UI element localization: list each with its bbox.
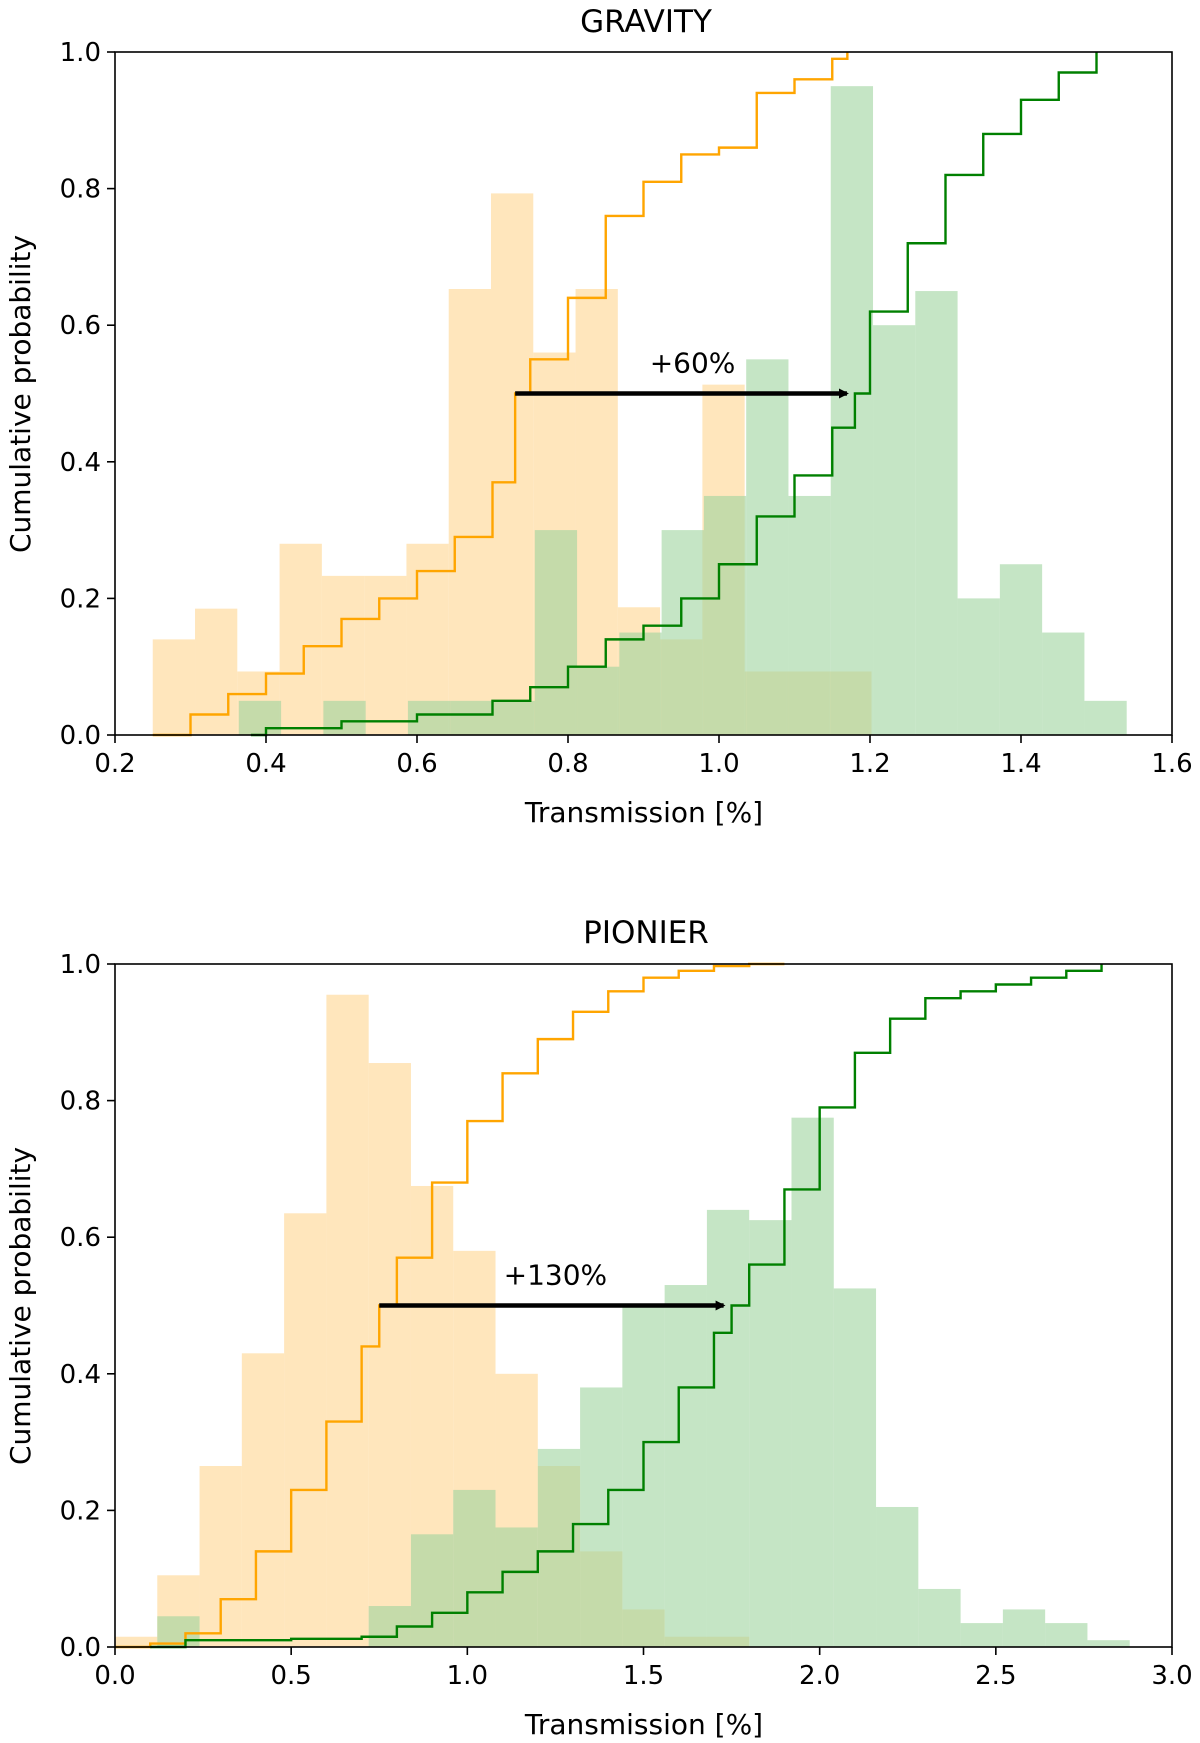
green-histogram-bar bbox=[706, 1209, 750, 1647]
green-histogram-bar bbox=[1042, 632, 1085, 735]
green-histogram-bar bbox=[410, 1534, 454, 1647]
x-tick-label: 0.5 bbox=[270, 1661, 311, 1691]
green-histogram-bar bbox=[703, 495, 747, 735]
orange-histogram-bar bbox=[368, 1063, 411, 1647]
green-histogram-bar bbox=[1087, 1640, 1130, 1647]
x-tick-label: 1.0 bbox=[447, 1661, 488, 1691]
green-histogram-bar bbox=[915, 291, 958, 735]
chart-title: GRAVITY bbox=[580, 4, 712, 40]
green-histogram-bar bbox=[1045, 1623, 1088, 1647]
orange-histogram-bar bbox=[448, 289, 491, 735]
x-tick-label: 1.2 bbox=[849, 749, 890, 779]
x-tick-label: 2.5 bbox=[975, 1661, 1016, 1691]
green-histogram-bar bbox=[833, 1288, 877, 1647]
green-histogram-bar bbox=[746, 359, 789, 735]
orange-histogram-bar bbox=[364, 575, 407, 735]
green-histogram-bar bbox=[619, 632, 662, 735]
green-histogram-bar bbox=[918, 1588, 961, 1647]
orange-histogram-bar bbox=[326, 994, 369, 1647]
y-tick-label: 0.8 bbox=[60, 1087, 101, 1117]
green-histogram-bar bbox=[788, 495, 831, 735]
x-axis-title: Transmission [%] bbox=[524, 796, 763, 829]
green-histogram-bar bbox=[534, 530, 578, 735]
x-tick-label: 3.0 bbox=[1151, 1661, 1192, 1691]
chart-panel-pionier: PIONIER +130% 0.0 0.5 1.0 1.5 2.0 2.5 3.0 0.0 0… bbox=[4, 915, 1193, 1741]
green-histogram-bar bbox=[1084, 700, 1127, 735]
y-tick-label: 0.0 bbox=[60, 1633, 101, 1663]
y-tick-label: 0.0 bbox=[60, 721, 101, 751]
orange-histogram-bar bbox=[575, 289, 618, 735]
green-histogram-bar bbox=[791, 1117, 834, 1647]
green-histogram-bar bbox=[661, 530, 704, 735]
increase-label: +60% bbox=[650, 346, 736, 379]
green-histogram-bar bbox=[492, 700, 535, 735]
green-histogram-bar bbox=[830, 86, 874, 735]
plot-frame bbox=[114, 51, 1173, 736]
green-cdf-line bbox=[250, 52, 1098, 737]
orange-histogram-bar bbox=[115, 1636, 158, 1647]
x-tick-label: 1.5 bbox=[623, 1661, 664, 1691]
green-histogram-bar bbox=[876, 1506, 919, 1647]
orange-histogram-bar bbox=[241, 1353, 285, 1647]
green-histogram-bar bbox=[664, 1285, 707, 1647]
orange-histogram-bar bbox=[284, 1213, 327, 1647]
x-tick-label: 0.6 bbox=[396, 749, 437, 779]
green-histogram-bar bbox=[238, 700, 282, 735]
green-histogram-bar bbox=[323, 700, 366, 735]
orange-histogram-bar bbox=[279, 543, 322, 735]
y-tick-label: 0.6 bbox=[60, 1223, 101, 1253]
y-axis-title: Cumulative probability bbox=[4, 1147, 37, 1465]
y-tick-label: 0.2 bbox=[60, 584, 101, 614]
x-tick-label: 0.0 bbox=[94, 1661, 135, 1691]
green-histogram-bar bbox=[577, 666, 620, 735]
y-tick-label: 1.0 bbox=[60, 950, 101, 980]
green-histogram-bar bbox=[157, 1616, 200, 1647]
y-axis-title: Cumulative probability bbox=[4, 235, 37, 553]
x-tick-label: 2.0 bbox=[799, 1661, 840, 1691]
y-tick-label: 0.4 bbox=[60, 1360, 101, 1390]
y-tick-label: 0.6 bbox=[60, 311, 101, 341]
green-histogram-bar bbox=[999, 564, 1043, 735]
green-histogram-bar bbox=[450, 700, 493, 735]
green-histogram-bar bbox=[1002, 1609, 1046, 1647]
orange-cdf-line bbox=[115, 962, 785, 1649]
x-tick-label: 1.4 bbox=[1000, 749, 1041, 779]
x-tick-label: 0.2 bbox=[94, 749, 135, 779]
increase-label: +130% bbox=[504, 1258, 608, 1291]
green-histogram-bar bbox=[407, 700, 451, 735]
green-histogram-bar bbox=[580, 1387, 623, 1647]
chart-panel-gravity: GRAVITY +60% 0.2 0.4 0.6 0.8 1.0 1.2 1.4 1.6 0.… bbox=[4, 4, 1193, 829]
orange-histogram-bar bbox=[195, 608, 238, 735]
chart-title: PIONIER bbox=[583, 915, 709, 951]
green-histogram-bar bbox=[957, 598, 1000, 735]
green-histogram-bar bbox=[873, 325, 916, 735]
y-tick-label: 0.4 bbox=[60, 448, 101, 478]
green-cdf-line bbox=[150, 964, 1103, 1649]
y-tick-label: 1.0 bbox=[60, 38, 101, 68]
x-axis-title: Transmission [%] bbox=[524, 1708, 763, 1741]
green-histogram-bar bbox=[960, 1623, 1003, 1647]
x-tick-label: 0.8 bbox=[547, 749, 588, 779]
x-tick-label: 1.6 bbox=[1151, 749, 1192, 779]
green-histogram-bar bbox=[749, 1220, 792, 1647]
x-tick-label: 1.0 bbox=[698, 749, 739, 779]
green-histogram-bar bbox=[453, 1489, 496, 1647]
orange-histogram-bar bbox=[490, 193, 534, 736]
x-tick-label: 0.4 bbox=[245, 749, 286, 779]
orange-histogram-bar bbox=[152, 639, 196, 735]
y-tick-label: 0.8 bbox=[60, 175, 101, 205]
y-tick-label: 0.2 bbox=[60, 1496, 101, 1526]
